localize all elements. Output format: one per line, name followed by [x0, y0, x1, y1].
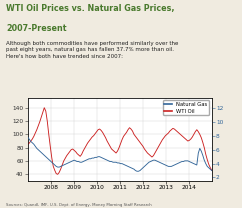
Text: 2007-Present: 2007-Present [6, 24, 67, 33]
Legend: Natural Gas, WTI Oil: Natural Gas, WTI Oil [163, 100, 209, 115]
Text: WTI Oil Prices vs. Natural Gas Prices,: WTI Oil Prices vs. Natural Gas Prices, [6, 4, 174, 13]
Text: Although both commodities have performed similarly over the
past eight years, na: Although both commodities have performed… [6, 41, 178, 59]
Text: Sources: Quandl, IMF, U.S. Dept. of Energy, Money Morning Staff Research: Sources: Quandl, IMF, U.S. Dept. of Ener… [6, 203, 152, 207]
